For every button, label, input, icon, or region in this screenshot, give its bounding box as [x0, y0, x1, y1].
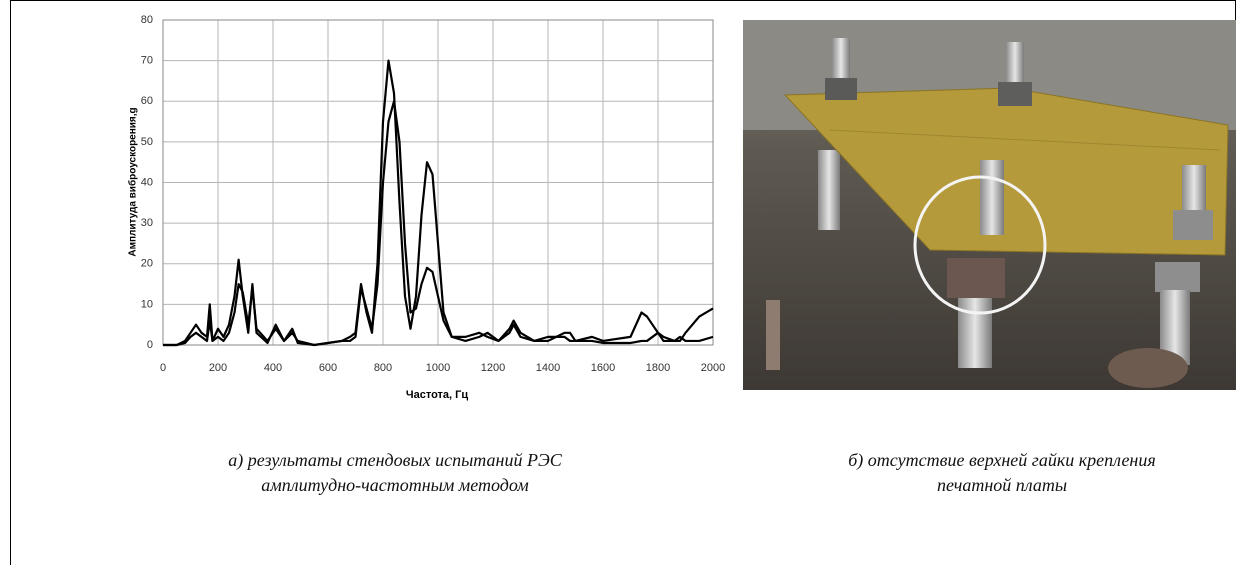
photo	[743, 20, 1236, 390]
x-tick-label: 600	[319, 362, 337, 374]
y-tick-label: 60	[141, 95, 153, 107]
y-tick-label: 20	[141, 258, 153, 270]
figure: Частота, Гц Амплитуда виброускорения,g 0…	[0, 0, 1236, 565]
x-tick-label: 400	[264, 362, 282, 374]
captions: а) результаты стендовых испытаний РЭС ам…	[228, 450, 1155, 495]
x-tick-label: 200	[209, 362, 227, 374]
y-tick-label: 50	[141, 136, 153, 148]
caption-b-line2: печатной платы	[937, 475, 1067, 495]
x-tick-label: 1400	[536, 362, 560, 374]
x-tick-label: 1200	[481, 362, 505, 374]
caption-a-line2: амплитудно-частотным методом	[261, 475, 529, 495]
x-tick-label: 1600	[591, 362, 615, 374]
x-tick-label: 0	[160, 362, 166, 374]
x-tick-label: 2000	[701, 362, 725, 374]
x-tick-label: 1800	[646, 362, 670, 374]
chart: Частота, Гц Амплитуда виброускорения,g 0…	[127, 14, 726, 401]
x-tick-label: 800	[374, 362, 392, 374]
y-tick-label: 40	[141, 176, 153, 188]
y-axis-label: Амплитуда виброускорения,g	[127, 107, 139, 256]
y-tick-label: 10	[141, 298, 153, 310]
y-tick-label: 30	[141, 217, 153, 229]
y-tick-label: 70	[141, 55, 153, 67]
y-tick-label: 80	[141, 14, 153, 26]
caption-b-line1: б) отсутствие верхней гайки крепления	[848, 450, 1155, 471]
x-tick-label: 1000	[426, 362, 450, 374]
x-axis-label: Частота, Гц	[406, 389, 469, 401]
y-tick-label: 0	[147, 339, 153, 351]
caption-a-line1: а) результаты стендовых испытаний РЭС	[228, 450, 562, 471]
